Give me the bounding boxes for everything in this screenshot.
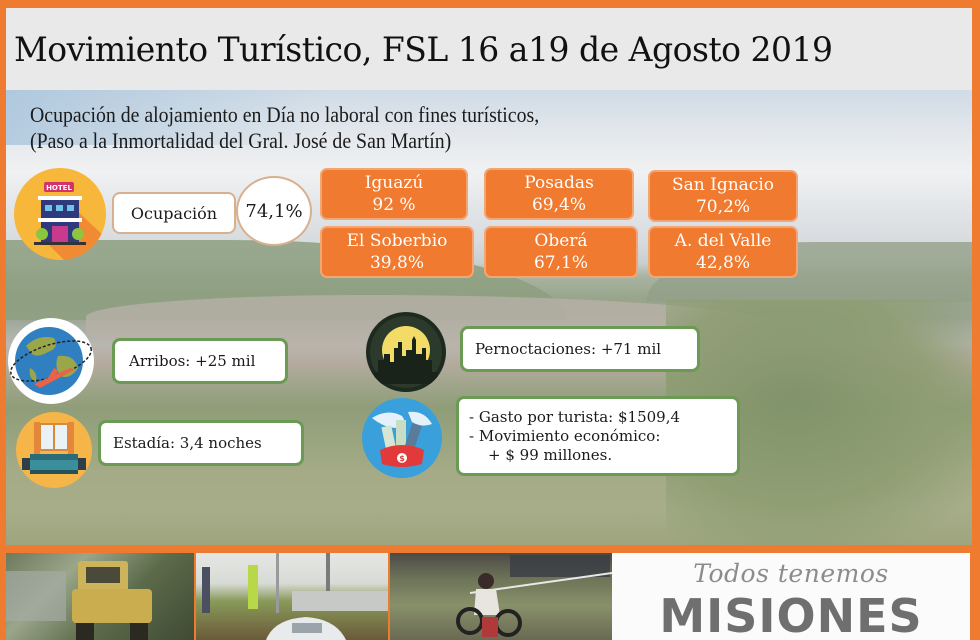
offroad-truck-photo bbox=[6, 553, 194, 640]
spending-line-1: - Gasto por turista: $1509,4 bbox=[469, 407, 681, 426]
stay-box: Estadía: 3,4 noches bbox=[98, 420, 304, 466]
landscape-background: Ocupación de alojamiento en Día no labor… bbox=[6, 90, 972, 545]
city-name: Posadas bbox=[524, 173, 594, 193]
city-value: 67,1% bbox=[533, 253, 588, 273]
city-card-iguazu: Iguazú 92 % bbox=[320, 168, 468, 220]
city-value: 42,8% bbox=[695, 253, 750, 273]
city-card-posadas: Posadas 69,4% bbox=[484, 168, 634, 220]
page-title: Movimiento Turístico, FSL 16 a19 de Agos… bbox=[14, 30, 833, 70]
overnights-text: Pernoctaciones: +71 mil bbox=[475, 340, 662, 358]
city-value: 69,4% bbox=[531, 195, 586, 215]
motocross-photo bbox=[390, 553, 612, 640]
title-bar: Movimiento Turístico, FSL 16 a19 de Agos… bbox=[6, 8, 972, 90]
svg-text:$: $ bbox=[399, 454, 405, 463]
rally-car-photo bbox=[196, 553, 388, 640]
occupancy-label: Ocupación bbox=[130, 203, 218, 223]
bedroom-icon bbox=[16, 412, 92, 488]
city-name: A. del Valle bbox=[674, 231, 772, 251]
occupancy-value-circle: 74,1% bbox=[236, 176, 312, 246]
city-value: 92 % bbox=[372, 195, 416, 215]
city-card-san-ignacio: San Ignacio 70,2% bbox=[648, 170, 798, 222]
stay-text: Estadía: 3,4 noches bbox=[113, 434, 262, 452]
misiones-logo: Todos tenemos MISIONES bbox=[612, 553, 970, 640]
footer-strip: Todos tenemos MISIONES bbox=[6, 553, 972, 640]
city-name: San Ignacio bbox=[671, 175, 774, 195]
city-name: Iguazú bbox=[364, 173, 424, 193]
city-skyline-icon bbox=[366, 312, 446, 392]
hotel-icon: HOTEL bbox=[14, 168, 106, 260]
sky bbox=[6, 90, 326, 145]
svg-text:HOTEL: HOTEL bbox=[46, 184, 72, 192]
money-purse-icon: $ bbox=[362, 398, 442, 478]
subtitle-line-2: (Paso a la Inmortalidad del Gral. José d… bbox=[30, 128, 452, 153]
city-card-a-del-valle: A. del Valle 42,8% bbox=[648, 226, 798, 278]
city-value: 70,2% bbox=[695, 197, 750, 217]
globe-plane-icon bbox=[8, 318, 94, 404]
subtitle-line-1: Ocupación de alojamiento en Día no labor… bbox=[30, 102, 540, 127]
city-card-obera: Oberá 67,1% bbox=[484, 226, 638, 278]
occupancy-value: 74,1% bbox=[245, 200, 303, 222]
occupancy-label-box: Ocupación bbox=[112, 192, 236, 234]
spending-line-2: - Movimiento económico: bbox=[469, 426, 661, 445]
subtitle: Ocupación de alojamiento en Día no labor… bbox=[30, 102, 539, 154]
city-name: El Soberbio bbox=[346, 231, 448, 251]
spending-line-3: + $ 99 millones. bbox=[488, 445, 613, 464]
city-name: Oberá bbox=[534, 231, 588, 251]
city-card-el-soberbio: El Soberbio 39,8% bbox=[320, 226, 474, 278]
logo-wordmark: MISIONES bbox=[659, 589, 923, 640]
overnights-box: Pernoctaciones: +71 mil bbox=[460, 326, 700, 372]
arrivals-text: Arribos: +25 mil bbox=[129, 352, 256, 370]
logo-tagline: Todos tenemos bbox=[693, 559, 889, 588]
spending-box: - Gasto por turista: $1509,4 - Movimient… bbox=[456, 396, 740, 476]
arrivals-box: Arribos: +25 mil bbox=[112, 338, 288, 384]
city-value: 39,8% bbox=[369, 253, 424, 273]
